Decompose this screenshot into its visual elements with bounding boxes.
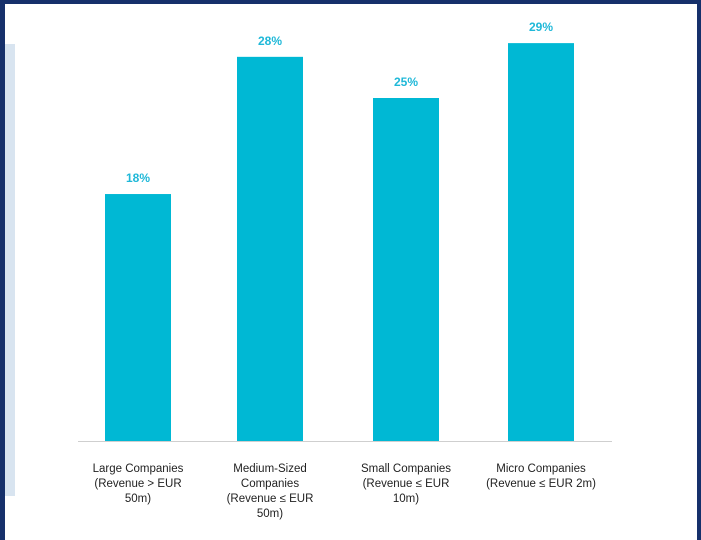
bar-3 — [373, 98, 439, 441]
category-label-2-line-1: Medium-Sized — [233, 463, 307, 475]
category-label-1-line-1: Large Companies — [93, 463, 184, 475]
bar-4 — [508, 43, 574, 441]
bar-1 — [105, 194, 171, 441]
bar-value-label-2: 28% — [258, 34, 282, 48]
bar-2 — [237, 57, 303, 441]
category-label-2-line-4: 50m) — [257, 508, 283, 520]
category-label-4-line-2: (Revenue ≤ EUR 2m) — [486, 478, 596, 490]
bar-value-label-1: 18% — [126, 171, 150, 185]
category-label-2-line-2: Companies — [241, 478, 299, 490]
value-labels-group: 18% 28% 25% 29% — [126, 20, 553, 185]
category-label-1-line-3: 50m) — [125, 493, 151, 505]
category-label-2-line-3: (Revenue ≤ EUR — [227, 493, 314, 505]
category-label-3-line-2: (Revenue ≤ EUR — [363, 478, 450, 490]
bar-value-label-4: 29% — [529, 20, 553, 34]
bars-group — [105, 43, 574, 441]
category-label-4-line-1: Micro Companies — [496, 463, 586, 475]
category-label-3-line-3: 10m) — [393, 493, 419, 505]
bar-value-label-3: 25% — [394, 75, 418, 89]
category-labels-group: Large Companies (Revenue > EUR 50m) Medium-… — [93, 463, 596, 520]
category-label-3-line-1: Small Companies — [361, 463, 451, 475]
category-label-1-line-2: (Revenue > EUR — [94, 478, 181, 490]
